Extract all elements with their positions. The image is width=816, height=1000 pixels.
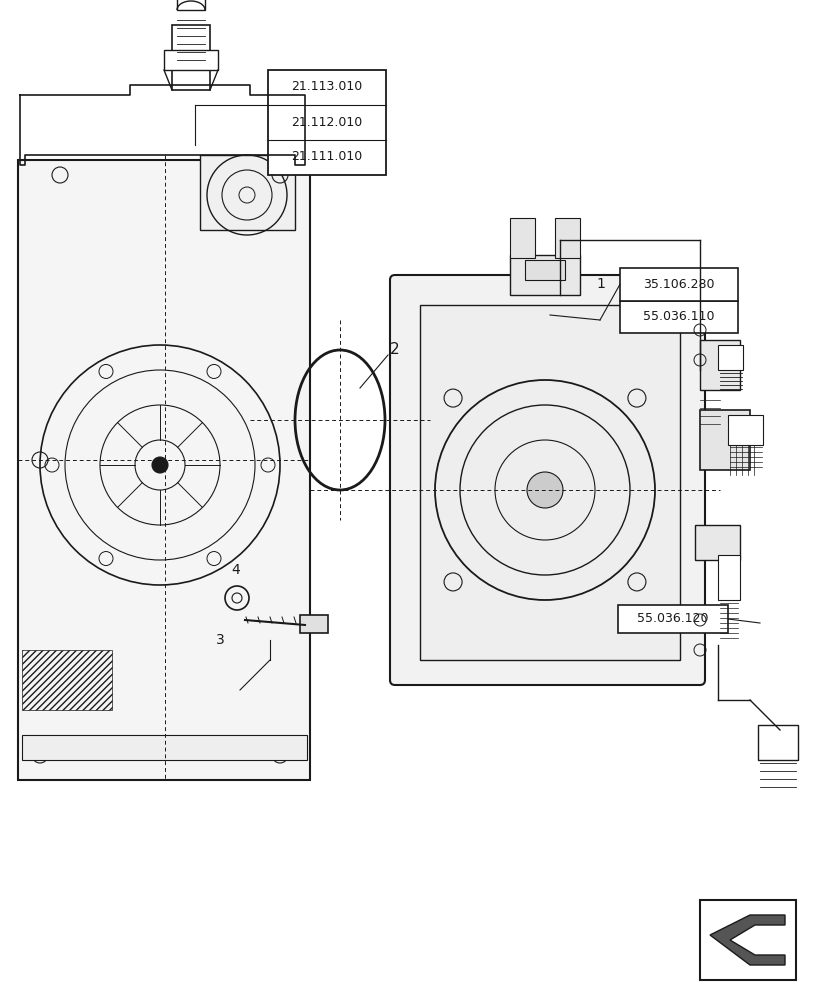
FancyBboxPatch shape (164, 50, 218, 70)
FancyBboxPatch shape (510, 255, 580, 295)
FancyBboxPatch shape (18, 160, 310, 780)
FancyBboxPatch shape (700, 410, 750, 470)
FancyBboxPatch shape (758, 725, 798, 760)
Text: 35.106.280: 35.106.280 (643, 278, 715, 291)
Bar (22, 650, 112, 710)
FancyBboxPatch shape (728, 415, 763, 445)
FancyBboxPatch shape (718, 555, 740, 600)
Text: 55.036.110: 55.036.110 (643, 310, 715, 323)
FancyBboxPatch shape (177, 0, 205, 10)
FancyBboxPatch shape (390, 275, 705, 685)
Circle shape (152, 457, 168, 473)
FancyBboxPatch shape (420, 305, 680, 660)
FancyBboxPatch shape (555, 218, 580, 258)
FancyBboxPatch shape (620, 268, 738, 300)
Circle shape (527, 472, 563, 508)
Text: 21.112.010: 21.112.010 (291, 115, 362, 128)
Text: 2: 2 (390, 342, 400, 358)
Text: 1: 1 (596, 277, 605, 291)
FancyBboxPatch shape (22, 735, 307, 760)
FancyBboxPatch shape (700, 340, 740, 390)
FancyBboxPatch shape (718, 345, 743, 370)
FancyBboxPatch shape (620, 300, 738, 333)
Text: 21.111.010: 21.111.010 (291, 150, 362, 163)
FancyBboxPatch shape (700, 900, 796, 980)
Text: 55.036.120: 55.036.120 (637, 612, 709, 626)
Text: 21.113.010: 21.113.010 (291, 81, 362, 94)
FancyBboxPatch shape (268, 70, 386, 175)
FancyBboxPatch shape (618, 605, 728, 633)
FancyBboxPatch shape (300, 615, 328, 633)
FancyBboxPatch shape (200, 155, 295, 230)
FancyBboxPatch shape (510, 218, 535, 258)
FancyBboxPatch shape (525, 260, 565, 280)
Polygon shape (710, 915, 785, 965)
Text: 3: 3 (215, 633, 224, 647)
Text: 4: 4 (232, 563, 241, 577)
FancyBboxPatch shape (695, 525, 740, 560)
FancyBboxPatch shape (172, 25, 210, 90)
